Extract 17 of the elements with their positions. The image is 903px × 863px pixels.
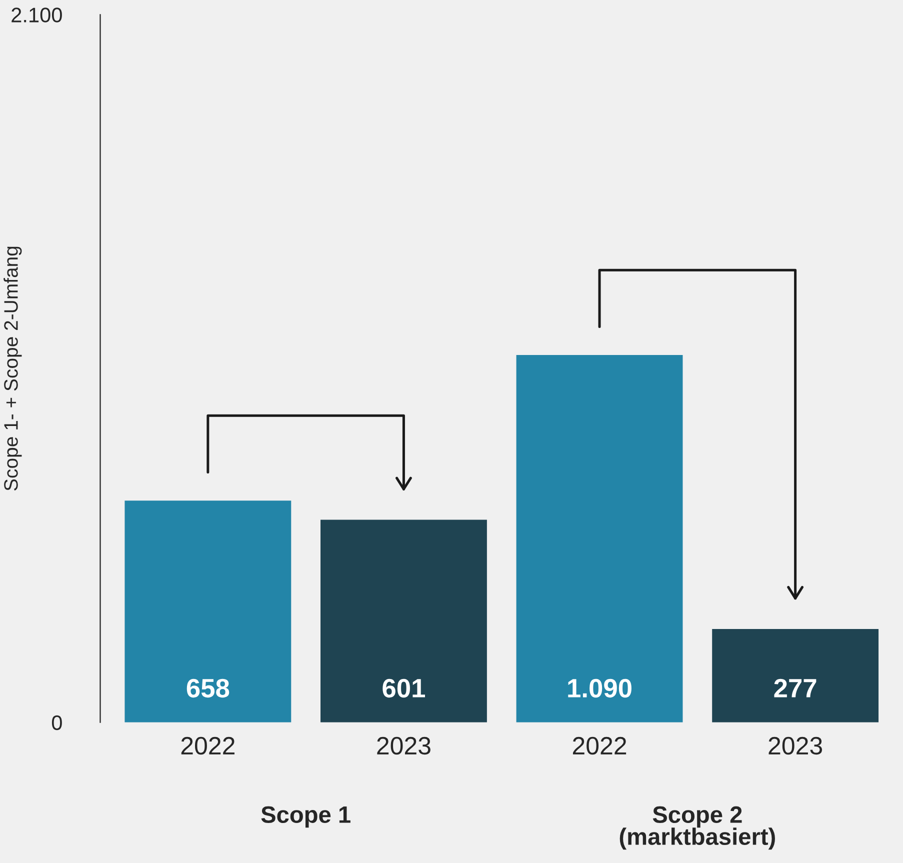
data-label: 601	[382, 678, 425, 698]
x-tick-label: 2022	[572, 736, 626, 755]
y-tick-label: 2.100	[12, 8, 62, 22]
y-axis-title: Scope 1- + Scope 2-Umfang	[4, 246, 22, 491]
x-tick-label: 2023	[768, 736, 822, 755]
x-tick-label: 2022	[181, 736, 234, 755]
text: Scope 1	[261, 806, 350, 828]
data-label: 277	[774, 678, 816, 698]
bar	[516, 355, 683, 722]
data-label: 1.090	[568, 678, 632, 698]
x-tick-label: 2023	[377, 736, 430, 755]
y-tick-label: 0	[52, 715, 62, 730]
data-label: 658	[186, 678, 230, 698]
text: Scope 2 (marktbasiert)	[620, 806, 775, 850]
bar	[320, 520, 487, 722]
bar	[124, 500, 292, 722]
bar	[712, 628, 879, 722]
